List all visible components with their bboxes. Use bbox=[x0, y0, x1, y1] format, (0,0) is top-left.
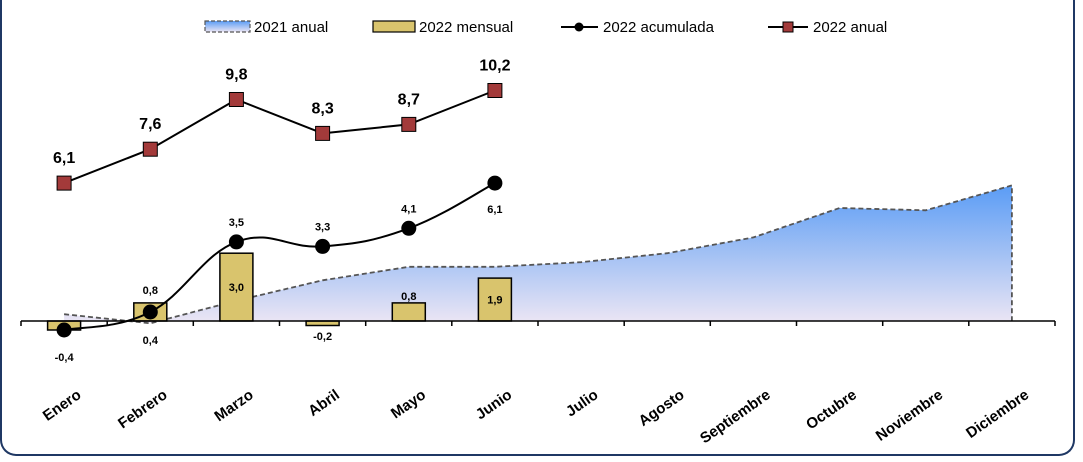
label-mensual-marzo: 3,0 bbox=[229, 282, 244, 294]
bar-marzo bbox=[219, 252, 254, 322]
legend-item-2022-acumulada: 2022 acumulada bbox=[561, 19, 715, 36]
legend-item-2022-anual: 2022 anual bbox=[768, 19, 887, 36]
month-label-diciembre: Diciembre bbox=[963, 386, 1032, 442]
x-axis bbox=[20, 320, 1056, 326]
marker-anual-mayo bbox=[401, 116, 417, 132]
bar-mayo bbox=[391, 302, 427, 322]
month-labels: Enero Febrero Marzo Abril Mayo Junio Julio Agos… bbox=[40, 386, 1032, 447]
marker-anual-febrero bbox=[142, 141, 158, 157]
data-labels: 6,1 7,6 9,8 8,3 8,7 10,2 -0,4 0,4 3,5 3,3 4,1 6,1 0,… bbox=[53, 58, 511, 365]
label-mensual-abril: -0,2 bbox=[313, 331, 332, 343]
marker-acumulada-enero bbox=[56, 322, 72, 338]
label-acumulada-enero: -0,4 bbox=[55, 352, 75, 364]
line-2022-acumulada bbox=[63, 182, 496, 331]
label-acumulada-junio: 6,1 bbox=[487, 204, 502, 216]
month-label-julio: Julio bbox=[563, 386, 601, 420]
legend-label-2022-mensual: 2022 mensual bbox=[419, 19, 513, 36]
marker-acumulada-mayo bbox=[401, 220, 417, 236]
marker-acumulada-abril bbox=[315, 238, 331, 254]
area-2021-anual-outline bbox=[64, 184, 1013, 325]
label-anual-mayo: 8,7 bbox=[398, 91, 420, 108]
label-anual-marzo: 9,8 bbox=[225, 67, 247, 84]
month-label-noviembre: Noviembre bbox=[873, 386, 946, 444]
legend-swatch-area bbox=[204, 20, 251, 33]
label-mensual-junio: 1,9 bbox=[487, 295, 502, 307]
month-label-abril: Abril bbox=[305, 386, 343, 420]
label-acumulada-marzo: 3,5 bbox=[229, 217, 244, 229]
marker-anual-abril bbox=[315, 125, 331, 141]
legend-item-2022-mensual: 2022 mensual bbox=[372, 19, 513, 36]
markers bbox=[56, 83, 503, 338]
bars-2022-mensual bbox=[46, 252, 513, 331]
bar-junio bbox=[477, 277, 513, 322]
label-acumulada-abril: 3,3 bbox=[315, 221, 330, 233]
legend-label-2022-anual: 2022 anual bbox=[813, 19, 887, 36]
legend-swatch-bar bbox=[372, 20, 416, 33]
marker-acumulada-junio bbox=[487, 175, 503, 191]
label-anual-febrero: 7,6 bbox=[139, 116, 161, 133]
month-label-mayo: Mayo bbox=[388, 386, 429, 422]
chart-frame bbox=[0, 0, 1075, 456]
marker-anual-junio bbox=[487, 83, 503, 98]
label-anual-abril: 8,3 bbox=[311, 100, 333, 117]
month-label-septiembre: Septiembre bbox=[697, 386, 774, 447]
legend: 2021 anual 2022 mensual 2022 acumulada 2… bbox=[204, 19, 887, 36]
label-anual-enero: 6,1 bbox=[53, 150, 75, 167]
legend-label-2021-anual: 2021 anual bbox=[254, 19, 328, 36]
month-label-marzo: Marzo bbox=[211, 386, 256, 425]
legend-label-2022-acumulada: 2022 acumulada bbox=[603, 19, 715, 36]
legend-swatch-annual-marker bbox=[782, 21, 794, 33]
month-label-octubre: Octubre bbox=[803, 386, 860, 433]
area-2021-anual bbox=[64, 185, 1012, 324]
marker-anual-marzo bbox=[228, 92, 244, 107]
line-2022-anual bbox=[63, 89, 496, 185]
label-mensual-mayo: 0,8 bbox=[401, 291, 416, 303]
label-acumulada-febrero: 0,4 bbox=[143, 335, 159, 347]
month-label-febrero: Febrero bbox=[115, 386, 171, 432]
marker-acumulada-marzo bbox=[228, 234, 244, 250]
marker-anual-enero bbox=[56, 175, 72, 191]
legend-swatch-accum-marker bbox=[574, 22, 584, 32]
marker-acumulada-febrero bbox=[142, 304, 158, 320]
month-label-enero: Enero bbox=[40, 386, 85, 424]
month-label-junio: Junio bbox=[473, 386, 516, 423]
label-acumulada-mayo: 4,1 bbox=[401, 203, 416, 215]
legend-item-2021-anual: 2021 anual bbox=[204, 19, 328, 36]
month-label-agosto: Agosto bbox=[636, 386, 688, 430]
label-mensual-febrero: 0,8 bbox=[143, 285, 158, 297]
label-anual-junio: 10,2 bbox=[479, 58, 510, 75]
